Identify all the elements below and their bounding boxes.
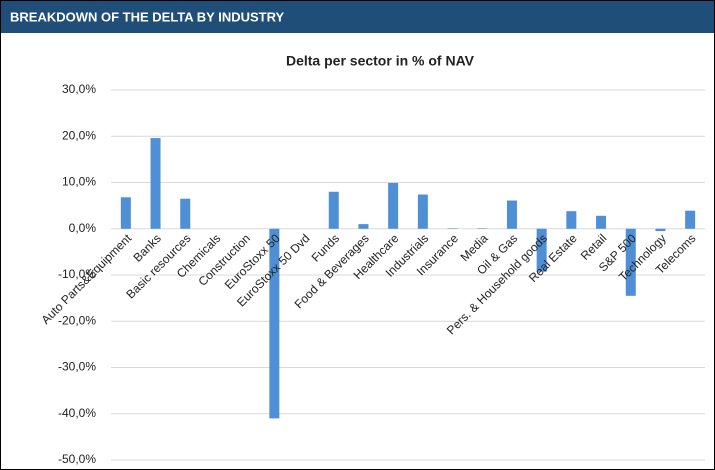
y-tick-label: 10,0% <box>62 175 96 189</box>
bar <box>417 194 428 229</box>
chart-title: Delta per sector in % of NAV <box>286 53 475 69</box>
bar <box>506 200 517 229</box>
bar <box>180 198 191 229</box>
bar <box>150 138 161 229</box>
header-title: BREAKDOWN OF THE DELTA BY INDUSTRY <box>10 9 285 24</box>
bar <box>120 197 131 229</box>
y-tick-label: -20,0% <box>58 313 96 327</box>
y-tick-label: 30,0% <box>62 82 96 96</box>
bar <box>536 228 547 272</box>
y-tick-label: -40,0% <box>58 406 96 420</box>
bar <box>655 228 666 232</box>
bar <box>685 210 696 229</box>
header-bar <box>1 1 714 33</box>
bar <box>566 211 577 229</box>
bar <box>358 224 369 229</box>
bar <box>328 191 339 229</box>
bar <box>596 215 607 229</box>
y-tick-label: -50,0% <box>58 452 96 466</box>
bar <box>625 228 636 296</box>
y-tick-label: 20,0% <box>62 128 96 142</box>
y-tick-label: -30,0% <box>58 360 96 374</box>
bar <box>388 182 399 229</box>
y-tick-label: 0,0% <box>69 221 97 235</box>
y-tick-label: -10,0% <box>58 267 96 281</box>
bar <box>269 228 280 419</box>
